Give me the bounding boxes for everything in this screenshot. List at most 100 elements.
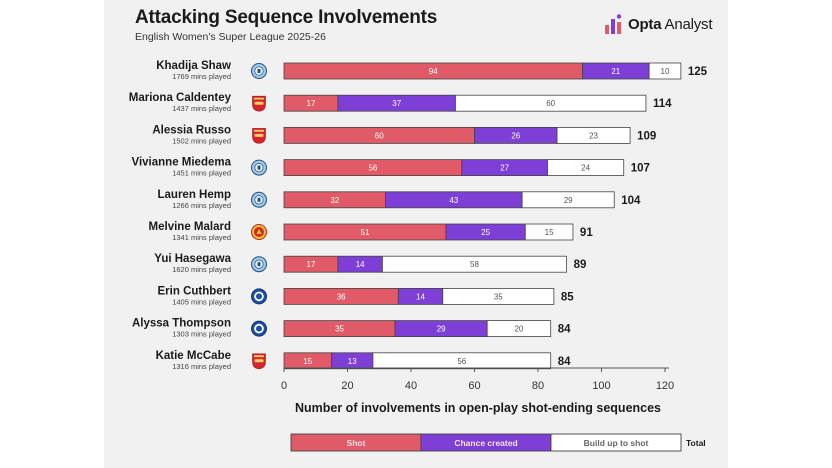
player-minutes: 1769 mins played (172, 72, 231, 81)
bar-value-label: 26 (511, 131, 520, 140)
bar-total-label: 84 (558, 324, 571, 336)
player-name: Alyssa Thompson (132, 318, 231, 330)
player-minutes: 1620 mins played (172, 265, 231, 274)
player-minutes: 1303 mins played (172, 330, 231, 339)
bar-value-label: 17 (307, 260, 316, 269)
bar-value-label: 24 (581, 164, 590, 173)
legend-label: Shot (347, 438, 366, 448)
legend-label: Build up to shot (584, 438, 649, 448)
chart-subtitle: English Women's Super League 2025-26 (135, 31, 326, 43)
bar-total-label: 91 (580, 227, 593, 239)
opta-analyst-logo: Opta Analyst (604, 12, 713, 36)
x-tick-label: 0 (281, 380, 287, 392)
brand-rest: Analyst (661, 15, 713, 33)
x-tick-label: 120 (656, 380, 674, 392)
player-minutes: 1266 mins played (172, 201, 231, 210)
player-name: Alessia Russo (152, 124, 231, 136)
bar-value-label: 20 (514, 325, 523, 334)
bar-value-label: 25 (481, 228, 490, 237)
bar-value-label: 58 (470, 260, 479, 269)
bar-value-label: 10 (661, 67, 670, 76)
manchester-city-crest-icon (251, 191, 267, 208)
bar-value-label: 35 (494, 292, 503, 301)
x-tick-label: 40 (405, 380, 417, 392)
bar-segment-build-up-to-shot (547, 159, 625, 177)
player-minutes: 1316 mins played (172, 362, 231, 371)
player-name: Erin Cuthbert (158, 285, 232, 297)
bar-value-label: 37 (392, 99, 401, 108)
chelsea-crest-icon (251, 320, 267, 337)
bar-total-label: 109 (637, 130, 656, 142)
player-minutes: 1437 mins played (172, 104, 231, 113)
arsenal-crest-icon (252, 95, 266, 112)
player-name: Yui Hasegawa (154, 253, 231, 265)
bar-total-label: 114 (653, 98, 672, 110)
bar-value-label: 15 (545, 228, 554, 237)
bar-value-label: 60 (375, 131, 384, 140)
arsenal-crest-icon (252, 353, 266, 370)
legend-label: Chance created (454, 438, 517, 448)
chelsea-crest-icon (251, 288, 267, 305)
bar-value-label: 14 (356, 260, 365, 269)
bar-value-label: 15 (303, 357, 312, 366)
bar-value-label: 17 (307, 99, 316, 108)
bar-value-label: 27 (500, 164, 509, 173)
brand-strong: Opta (628, 15, 662, 33)
bar-segment-build-up-to-shot (382, 255, 567, 273)
bar-value-label: 23 (589, 131, 598, 140)
player-minutes: 1341 mins played (172, 233, 231, 242)
manchester-city-crest-icon (251, 63, 267, 79)
player-minutes: 1502 mins played (172, 136, 231, 145)
bar-segment-build-up-to-shot (372, 352, 552, 370)
x-tick-label: 80 (532, 380, 544, 392)
opta-bars-icon (605, 14, 622, 34)
bar-value-label: 36 (337, 292, 346, 301)
brand-text: Opta Analyst (628, 15, 713, 33)
player-name: Lauren Hemp (158, 189, 232, 201)
player-name: Mariona Caldentey (129, 92, 232, 104)
bar-value-label: 29 (437, 325, 446, 334)
x-tick-label: 20 (341, 380, 353, 392)
x-tick-label: 60 (468, 380, 480, 392)
bar-segment-build-up-to-shot (486, 320, 552, 338)
bar-value-label: 56 (457, 357, 466, 366)
bar-value-label: 32 (330, 196, 339, 205)
legend-total-label: Total (686, 438, 706, 448)
manchester-city-crest-icon (251, 256, 267, 273)
chart-title: Attacking Sequence Involvements (135, 7, 438, 28)
bar-value-label: 60 (546, 99, 555, 108)
bar-value-label: 21 (611, 67, 620, 76)
bar-total-label: 107 (631, 163, 650, 175)
arsenal-crest-icon (252, 128, 266, 144)
x-axis-title: Number of involvements in open-play shot… (295, 401, 661, 415)
bar-value-label: 29 (564, 196, 573, 205)
manchester-city-crest-icon (251, 159, 267, 176)
bar-total-label: 89 (574, 259, 587, 271)
bar-value-label: 43 (449, 196, 458, 205)
player-name: Khadija Shaw (156, 60, 231, 72)
bar-total-label: 104 (621, 195, 641, 207)
bar-value-label: 13 (348, 357, 357, 366)
bar-value-label: 51 (361, 228, 370, 237)
player-minutes: 1451 mins played (172, 169, 231, 178)
bar-total-label: 85 (561, 291, 574, 303)
bar-segment-build-up-to-shot (442, 287, 555, 305)
bar-segment-build-up-to-shot (524, 223, 574, 241)
bar-value-label: 94 (429, 67, 438, 76)
bar-segment-build-up-to-shot (455, 94, 647, 112)
manchester-united-crest-icon (251, 224, 267, 240)
bar-value-label: 35 (335, 325, 344, 334)
player-name: Vivianne Miedema (132, 157, 232, 169)
player-name: Katie McCabe (156, 350, 231, 362)
bar-total-label: 125 (688, 66, 708, 78)
legend-swatch-build-up-to-shot (550, 433, 682, 452)
bar-segment-build-up-to-shot (648, 62, 682, 80)
player-name: Melvine Malard (149, 221, 231, 233)
bar-segment-build-up-to-shot (556, 127, 631, 144)
player-minutes: 1405 mins played (172, 297, 231, 306)
bar-segment-build-up-to-shot (521, 191, 615, 209)
bar-value-label: 56 (368, 164, 377, 173)
bar-total-label: 84 (558, 356, 571, 368)
x-tick-label: 100 (592, 380, 610, 392)
